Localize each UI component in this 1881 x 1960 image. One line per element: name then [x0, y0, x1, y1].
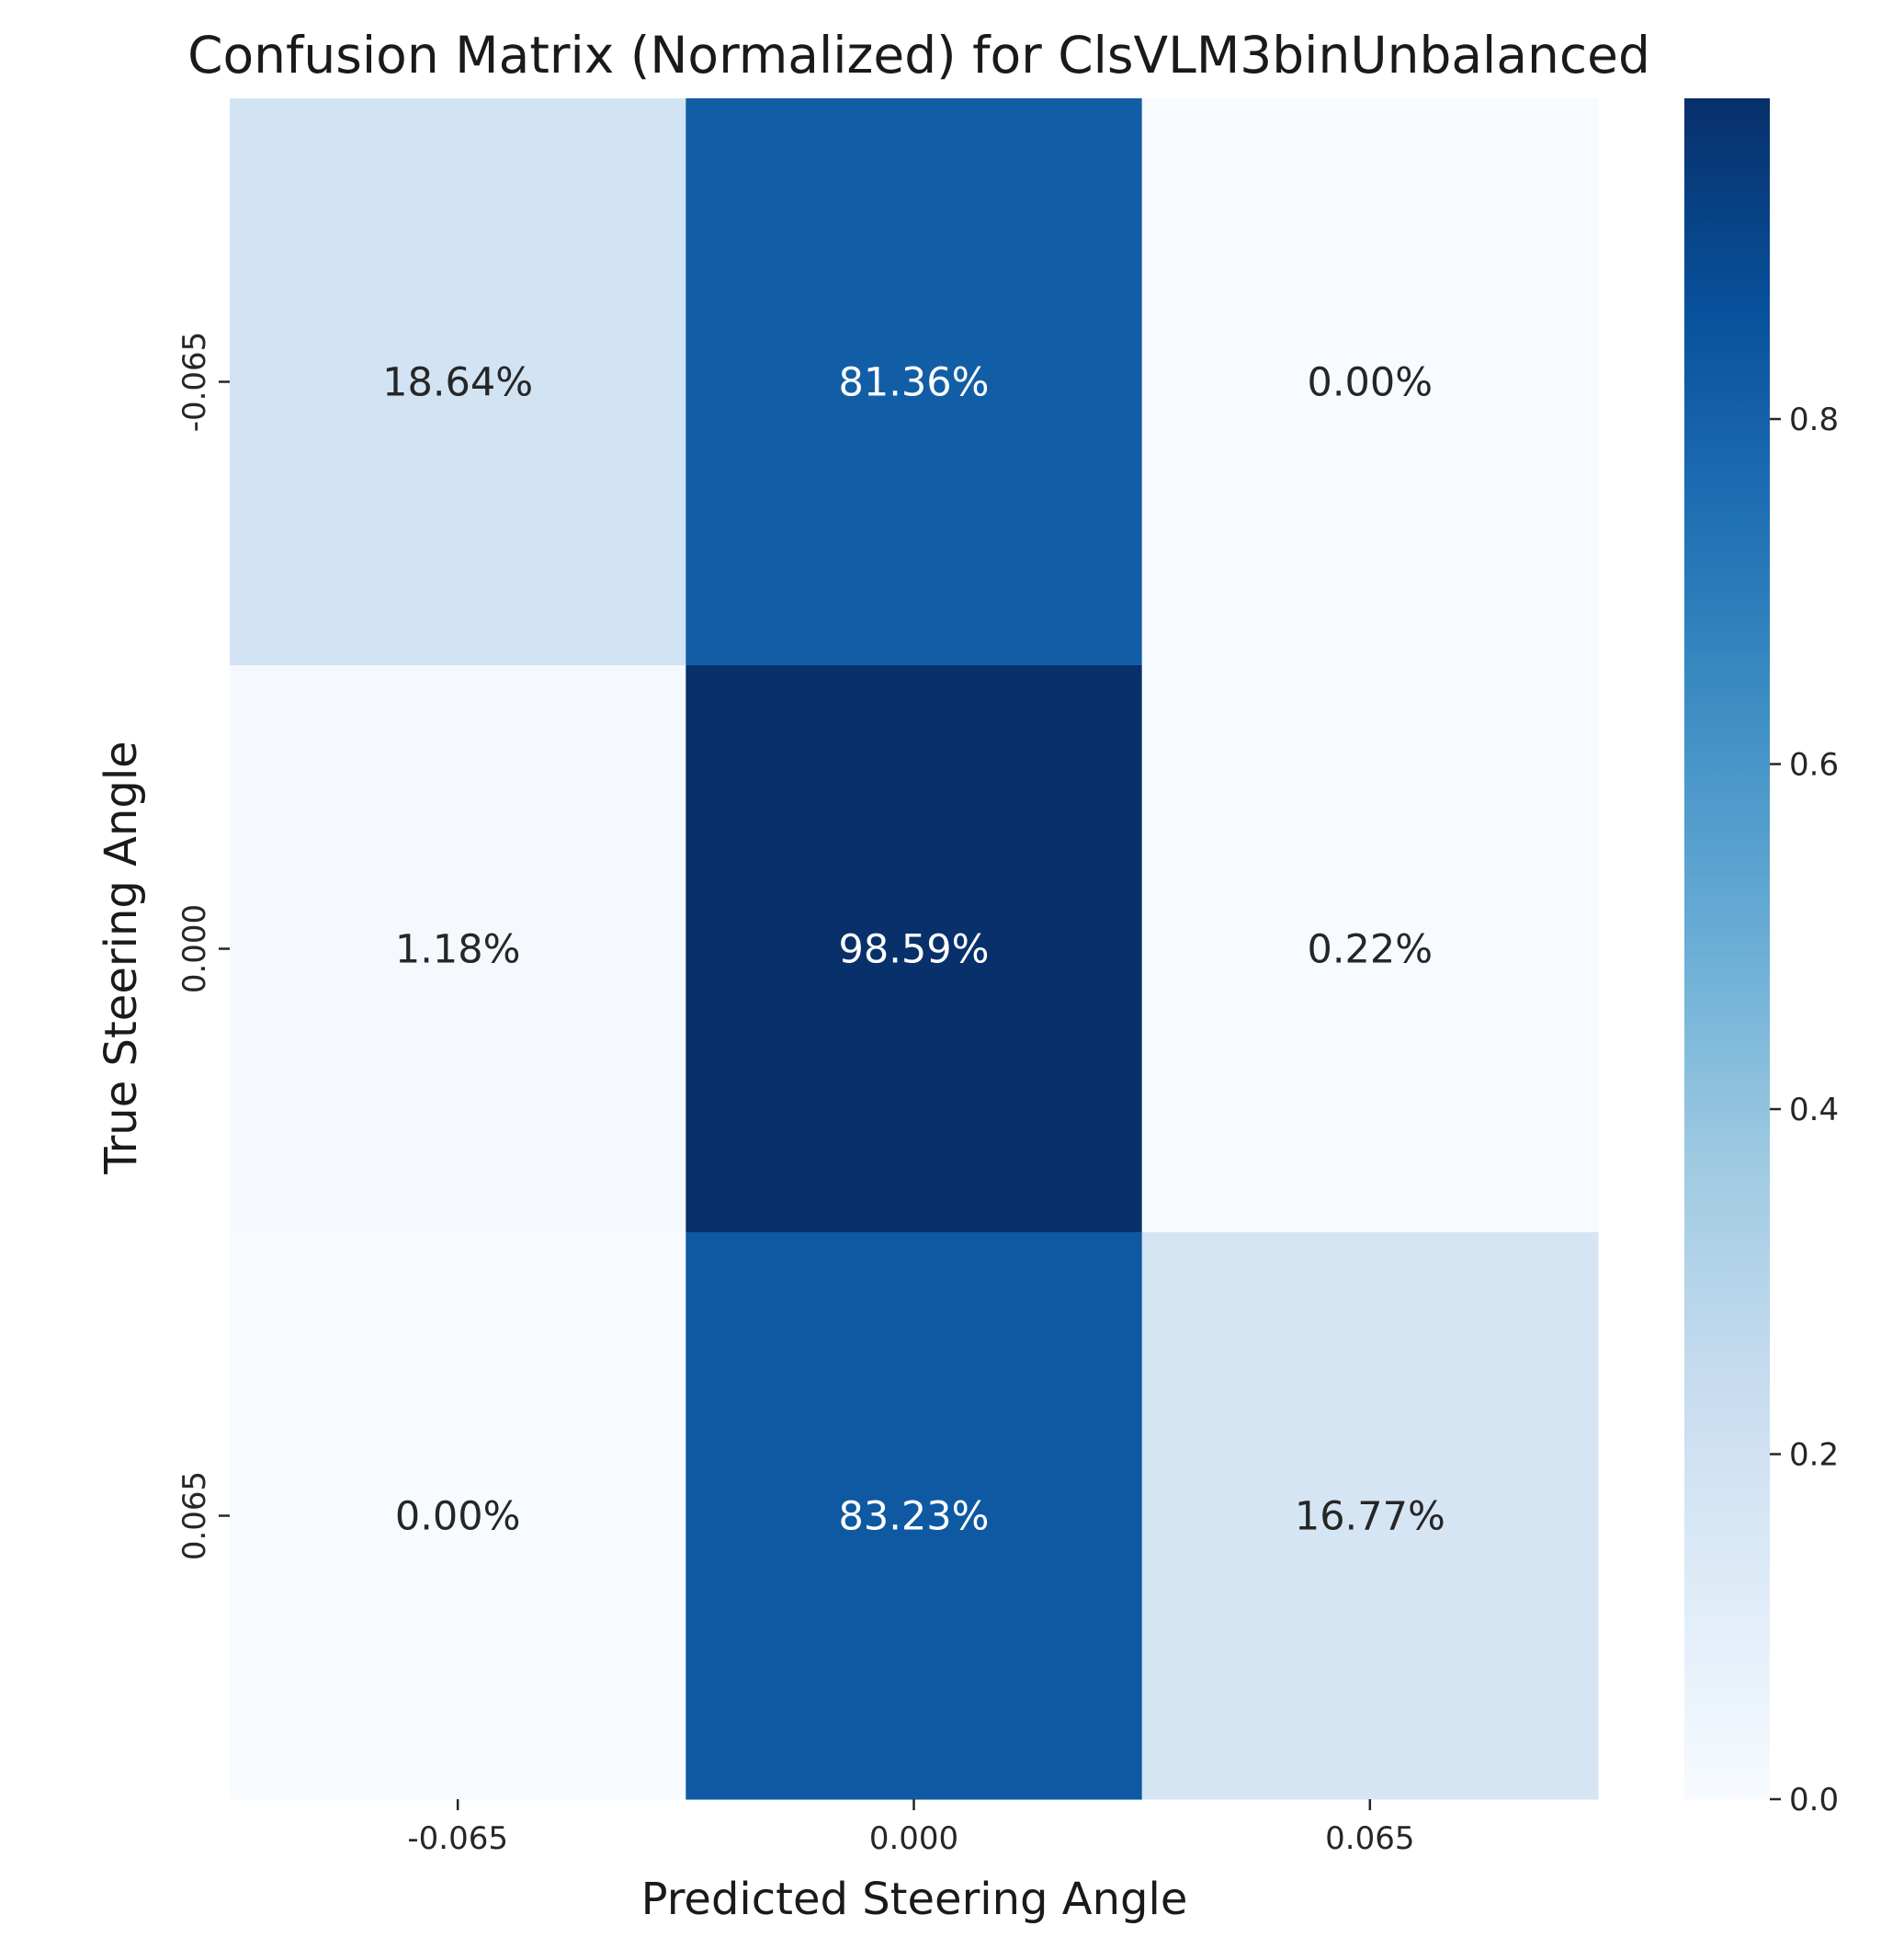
- heatmap-cell: [686, 98, 1143, 666]
- cell-label: 1.18%: [395, 927, 521, 973]
- cell-label: 16.77%: [1295, 1494, 1445, 1540]
- cell-label: 18.64%: [382, 360, 533, 406]
- heatmap-cell: [230, 98, 686, 666]
- x-tick-label: -0.065: [407, 1820, 508, 1857]
- colorbar-gradient: [1684, 98, 1770, 1799]
- y-axis: -0.065 0.000 0.065: [176, 332, 230, 1560]
- heatmap-cell: [1141, 665, 1599, 1233]
- colorbar-tick-label: 0.2: [1789, 1437, 1839, 1474]
- colorbar-tick-label: 0.0: [1789, 1782, 1839, 1818]
- cell-label: 0.00%: [1308, 360, 1433, 406]
- y-axis-label: True Steering Angle: [96, 741, 147, 1174]
- colorbar: 0.0 0.2 0.4 0.6 0.8: [1684, 98, 1839, 1818]
- colorbar-tick-label: 0.8: [1789, 402, 1839, 438]
- y-tick-label: -0.065: [176, 332, 213, 433]
- heatmap-cell: [686, 665, 1143, 1233]
- heatmap-cell: [1141, 98, 1599, 666]
- x-tick-label: 0.065: [1325, 1820, 1414, 1857]
- x-tick-label: 0.000: [869, 1820, 958, 1857]
- heatmap-cell: [1141, 1232, 1599, 1800]
- cell-label: 0.00%: [395, 1494, 521, 1540]
- y-tick-label: 0.065: [176, 1471, 213, 1560]
- cell-label: 98.59%: [839, 927, 990, 973]
- heatmap-cells: [230, 98, 1599, 1800]
- heatmap-cell: [230, 1232, 686, 1800]
- cell-label: 81.36%: [839, 360, 990, 406]
- colorbar-ticks: 0.0 0.2 0.4 0.6 0.8: [1770, 402, 1839, 1818]
- colorbar-tick-label: 0.4: [1789, 1092, 1839, 1128]
- cell-label: 83.23%: [839, 1494, 990, 1540]
- cell-label: 0.22%: [1308, 927, 1433, 973]
- cell-annotations: 18.64% 81.36% 0.00% 1.18% 98.59% 0.22% 0.00% 83…: [382, 360, 1445, 1540]
- heatmap-cell: [686, 1232, 1143, 1800]
- chart-title: Confusion Matrix (Normalized) for ClsVLM…: [187, 26, 1650, 85]
- x-axis: -0.065 0.000 0.065: [407, 1799, 1415, 1857]
- heatmap-cell: [230, 665, 686, 1233]
- x-axis-label: Predicted Steering Angle: [641, 1874, 1188, 1925]
- y-tick-label: 0.000: [176, 904, 213, 993]
- colorbar-tick-label: 0.6: [1789, 747, 1839, 784]
